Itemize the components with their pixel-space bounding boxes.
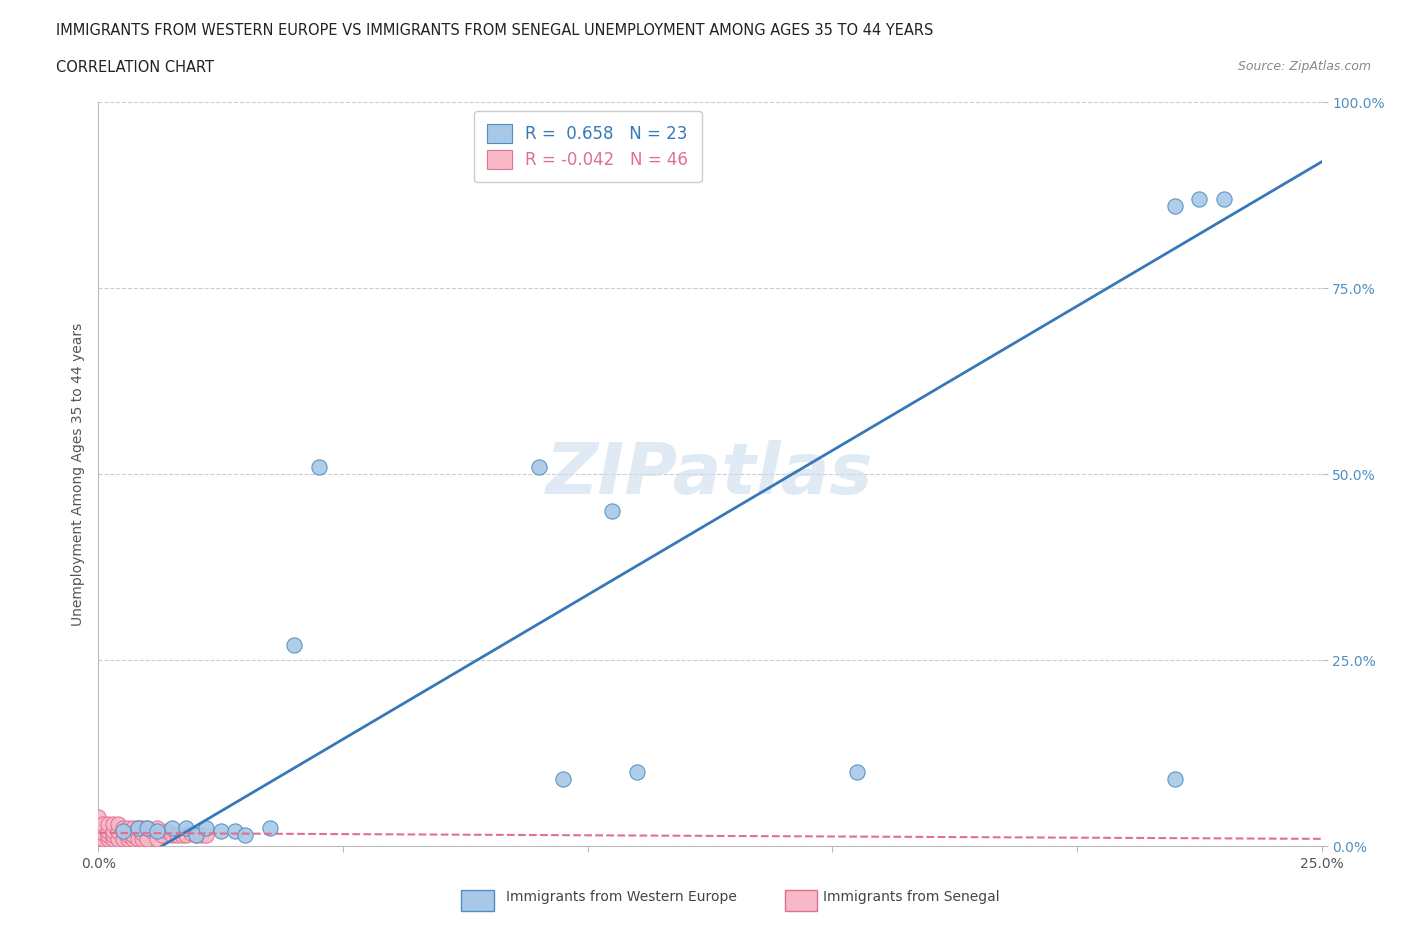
Point <box>195 820 218 835</box>
Point <box>156 824 179 839</box>
Point <box>1164 199 1187 214</box>
Point <box>107 824 129 839</box>
Point <box>186 828 208 843</box>
Point <box>527 459 550 474</box>
Point <box>111 824 134 839</box>
Point <box>111 820 134 835</box>
Point <box>233 828 256 843</box>
Point <box>308 459 330 474</box>
Point <box>176 820 198 835</box>
Y-axis label: Unemployment Among Ages 35 to 44 years: Unemployment Among Ages 35 to 44 years <box>70 323 84 626</box>
Point <box>101 824 124 839</box>
Legend: R =  0.658   N = 23, R = -0.042   N = 46: R = 0.658 N = 23, R = -0.042 N = 46 <box>474 111 702 182</box>
Point <box>101 828 124 843</box>
Point <box>117 831 139 846</box>
Point <box>150 828 173 843</box>
Point <box>107 817 129 831</box>
Point <box>600 504 623 519</box>
Point <box>626 764 648 779</box>
Point <box>97 824 120 839</box>
Point <box>283 638 305 653</box>
Text: CORRELATION CHART: CORRELATION CHART <box>56 60 214 75</box>
Point <box>87 831 110 846</box>
Point <box>259 820 281 835</box>
Point <box>186 828 208 843</box>
Point <box>209 824 232 839</box>
Point <box>117 828 139 843</box>
Point <box>91 826 114 841</box>
Point <box>224 824 246 839</box>
Point <box>117 820 139 835</box>
Point <box>121 820 143 835</box>
Point <box>87 826 110 841</box>
Point <box>146 824 169 839</box>
Point <box>97 828 120 843</box>
Point <box>127 820 149 835</box>
Point <box>176 828 198 843</box>
Point <box>101 817 124 831</box>
Point <box>87 820 110 835</box>
Point <box>1188 192 1211 206</box>
Point <box>160 828 183 843</box>
Point <box>136 820 159 835</box>
Text: Immigrants from Senegal: Immigrants from Senegal <box>823 890 1000 905</box>
Text: Source: ZipAtlas.com: Source: ZipAtlas.com <box>1237 60 1371 73</box>
Point <box>146 820 169 835</box>
Point <box>87 809 110 824</box>
Point <box>101 831 124 846</box>
Point <box>170 828 193 843</box>
Point <box>146 831 169 846</box>
Point <box>553 772 575 787</box>
Point <box>136 820 159 835</box>
Point <box>131 820 153 835</box>
Point <box>160 820 183 835</box>
Point <box>127 820 149 835</box>
Point <box>1164 772 1187 787</box>
Point <box>180 826 202 841</box>
Text: IMMIGRANTS FROM WESTERN EUROPE VS IMMIGRANTS FROM SENEGAL UNEMPLOYMENT AMONG AGE: IMMIGRANTS FROM WESTERN EUROPE VS IMMIGR… <box>56 23 934 38</box>
Point <box>97 831 120 846</box>
Point <box>97 817 120 831</box>
Point <box>131 826 153 841</box>
Text: ZIPatlas: ZIPatlas <box>547 440 873 509</box>
Point <box>1212 192 1234 206</box>
Point <box>121 828 143 843</box>
Point <box>91 831 114 846</box>
Point <box>107 831 129 846</box>
Point <box>91 817 114 831</box>
Point <box>121 831 143 846</box>
Point <box>190 828 212 843</box>
Point <box>127 831 149 846</box>
Point <box>195 828 218 843</box>
Point <box>141 824 163 839</box>
Text: Immigrants from Western Europe: Immigrants from Western Europe <box>506 890 737 905</box>
Point <box>136 831 159 846</box>
Point <box>166 828 188 843</box>
Point <box>845 764 868 779</box>
Point <box>111 831 134 846</box>
Point <box>131 831 153 846</box>
